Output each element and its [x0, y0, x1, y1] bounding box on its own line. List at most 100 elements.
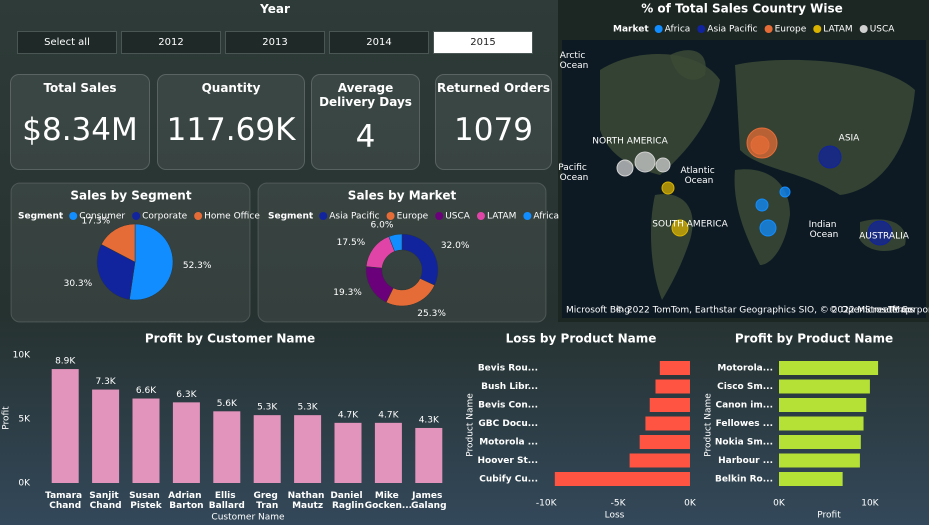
x-axis-title: Loss — [605, 511, 625, 521]
map-logo: Microsoft Bing — [566, 306, 630, 316]
bar — [629, 453, 690, 468]
map-bubble — [867, 220, 893, 246]
place-label: SOUTH AMERICA — [652, 220, 728, 230]
legend-title: Segment — [268, 212, 314, 222]
legend-title: Segment — [18, 212, 64, 222]
legend-entry: Corporate — [142, 212, 187, 222]
slicer-option[interactable]: 2012 — [121, 31, 221, 54]
y-tick-label: Bevis Con... — [478, 401, 538, 411]
legend-marker — [654, 25, 663, 33]
legend-marker — [476, 212, 485, 220]
kpi-value: 4 — [355, 119, 376, 155]
kpi-card: Returned Orders 1079 — [435, 74, 552, 170]
y-tick-label: Harbour ... — [718, 456, 773, 466]
data-label: 30.3% — [64, 279, 93, 289]
data-label: 4.7K — [378, 410, 399, 420]
bar — [779, 453, 860, 468]
legend-entry: LATAM — [823, 25, 852, 35]
y-axis-title: Product Name — [466, 393, 476, 457]
x-tick-label: 10K — [861, 499, 879, 509]
bar — [554, 472, 690, 486]
legend-entry: Europe — [775, 25, 807, 35]
bar — [655, 379, 690, 394]
data-label: 4.7K — [338, 410, 359, 420]
bar — [51, 369, 79, 483]
map-bubble — [779, 186, 791, 198]
land — [734, 169, 790, 265]
y-tick-label: Cubify Cu... — [479, 475, 538, 485]
y-axis-title: Profit — [2, 406, 12, 430]
legend-marker — [523, 212, 532, 220]
y-tick-label: 10K — [13, 351, 31, 361]
land — [735, 59, 915, 195]
legend-marker — [132, 212, 141, 220]
map-bubble — [759, 219, 777, 237]
chart-title: Profit by Product Name — [735, 332, 893, 346]
x-tick-label: Susan Pistek — [129, 491, 163, 511]
data-label: 17.5% — [337, 238, 366, 248]
y-tick-label: Canon im... — [715, 401, 773, 411]
bar — [132, 398, 160, 483]
slicer-option[interactable]: 2014 — [329, 31, 429, 54]
bar — [213, 411, 241, 483]
slicer-option[interactable]: 2015 — [433, 31, 533, 54]
y-tick-label: Belkin Ro... — [715, 475, 773, 485]
attribution: © 2022 TomTom, Earthstar Geographics SIO… — [615, 306, 929, 316]
bar — [779, 472, 843, 486]
data-label: 52.3% — [183, 261, 212, 271]
chart-title: % of Total Sales Country Wise — [641, 2, 843, 16]
panel — [257, 182, 547, 323]
y-tick-label: Cisco Sm... — [717, 382, 773, 392]
legend-entry: Asia Pacific — [707, 25, 757, 35]
data-label: 5.6K — [217, 399, 238, 409]
legend-marker — [813, 25, 822, 33]
y-tick-label: GBC Docu... — [478, 419, 538, 429]
legend-marker — [319, 212, 328, 220]
x-tick-label: -5K — [611, 499, 627, 509]
legend-entry: USCA — [870, 25, 896, 35]
data-label: 5.3K — [257, 403, 278, 413]
legend-marker — [69, 212, 78, 220]
ocean-label: Arctic Ocean — [560, 51, 589, 71]
y-tick-label: 0K — [18, 479, 31, 489]
bar — [645, 416, 690, 431]
kpi-value: 1079 — [454, 112, 533, 148]
x-tick-label: Daniel Raglin — [330, 491, 365, 511]
data-label: 7.3K — [95, 377, 116, 387]
data-label: 6.3K — [176, 390, 197, 400]
bar — [659, 361, 690, 375]
bar — [649, 398, 690, 412]
slicer-option[interactable]: Select all — [17, 31, 117, 54]
y-tick-label: Nokia Sm... — [715, 438, 773, 448]
legend-marker — [859, 25, 868, 33]
map-bubble — [750, 135, 770, 155]
slice — [388, 233, 403, 252]
bar — [779, 379, 870, 394]
slicer-title: Year — [260, 2, 290, 16]
bar — [415, 427, 443, 483]
map-bubble — [616, 159, 634, 177]
bar — [334, 422, 362, 483]
legend-marker — [435, 212, 444, 220]
map-bubble — [634, 151, 656, 173]
map-bubble — [818, 145, 842, 169]
legend-marker — [764, 25, 773, 33]
kpi-card: Average Delivery Days 4 — [311, 74, 420, 170]
legend-marker — [697, 25, 706, 33]
x-tick-label: Sanjit Chand — [89, 491, 122, 511]
ocean-label: Indian Ocean — [809, 220, 840, 240]
legend-entry: Europe — [397, 212, 429, 222]
legend-entry: Africa — [665, 25, 691, 35]
bar — [639, 435, 690, 449]
bar — [172, 402, 200, 483]
x-tick-label: Tamara Chand — [45, 491, 85, 511]
bar — [779, 416, 864, 431]
x-tick-label: Ellis Ballard — [209, 491, 245, 511]
legend-marker — [386, 212, 395, 220]
chart-title: Sales by Market — [348, 189, 457, 203]
y-axis-title: Product Name — [704, 393, 714, 457]
data-label: 6.0% — [371, 220, 394, 230]
slicer-option[interactable]: 2013 — [225, 31, 325, 54]
data-label: 32.0% — [441, 241, 470, 251]
